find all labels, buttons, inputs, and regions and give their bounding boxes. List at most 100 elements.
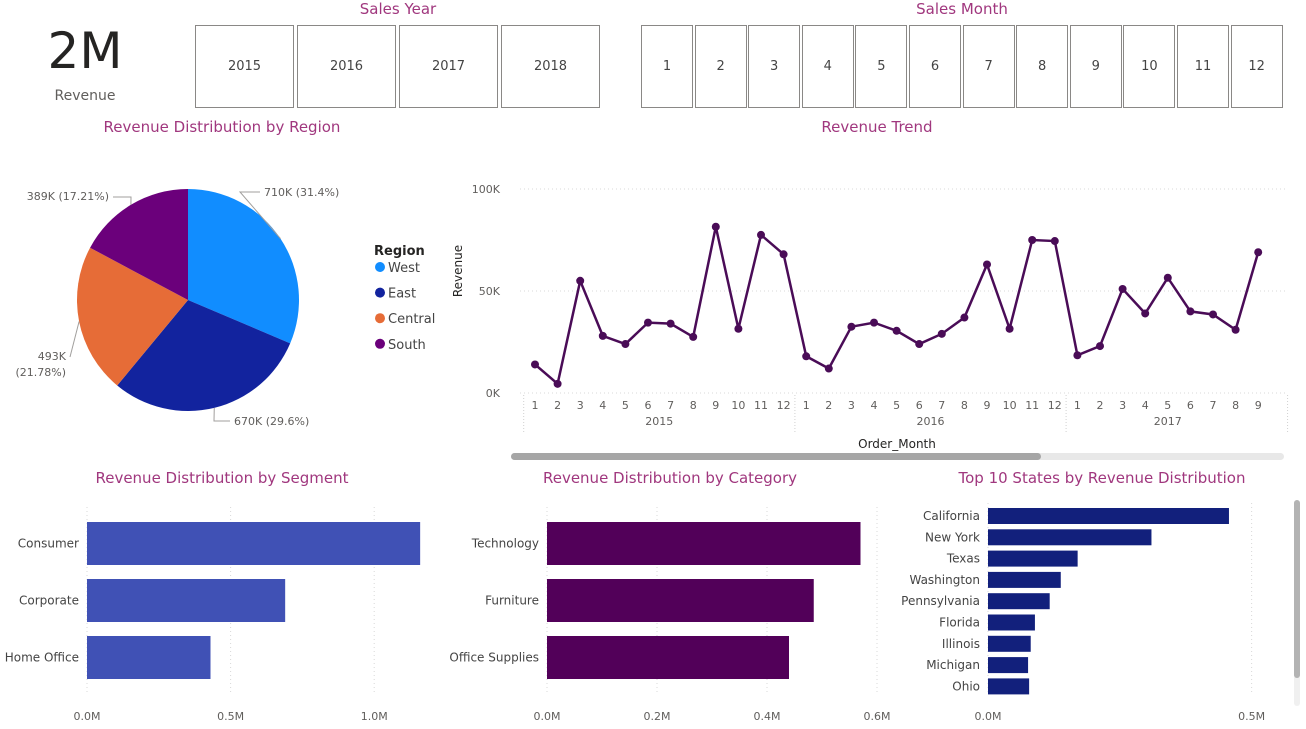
state-bar[interactable]: [988, 508, 1229, 524]
sales-month-option-4[interactable]: 4: [801, 25, 854, 108]
trend-data-point[interactable]: [666, 319, 675, 328]
category-bar[interactable]: [547, 522, 861, 565]
sales-month-option-10[interactable]: 10: [1123, 25, 1176, 108]
state-bar[interactable]: [988, 635, 1031, 652]
trend-data-point[interactable]: [553, 379, 562, 388]
trend-data-point[interactable]: [1118, 284, 1127, 293]
state-bar[interactable]: [988, 678, 1030, 695]
trend-data-point[interactable]: [1254, 248, 1263, 257]
trend-x-tick: 6: [1187, 399, 1194, 412]
sales-month-option-7[interactable]: 7: [962, 25, 1015, 108]
trend-year-label: 2016: [917, 415, 945, 428]
trend-x-tick: 3: [577, 399, 584, 412]
segment-bar[interactable]: [87, 636, 211, 679]
states-chart-title: Top 10 States by Revenue Distribution: [958, 469, 1246, 487]
category-bar[interactable]: [547, 636, 789, 679]
state-category-label: Washington: [909, 573, 980, 587]
states-scrollbar-thumb[interactable]: [1294, 500, 1300, 678]
trend-data-point[interactable]: [1005, 324, 1014, 333]
trend-data-point[interactable]: [1073, 351, 1082, 360]
pie-leader-line: [213, 407, 230, 422]
category-bar[interactable]: [547, 579, 814, 622]
trend-data-point[interactable]: [1209, 310, 1217, 319]
state-bar[interactable]: [988, 614, 1035, 631]
trend-data-point[interactable]: [779, 250, 788, 259]
state-x-tick: 0.5M: [1238, 710, 1265, 723]
legend-item-west[interactable]: West: [388, 261, 420, 276]
trend-data-point[interactable]: [1050, 237, 1059, 246]
state-category-label: Florida: [939, 616, 980, 630]
segment-bar[interactable]: [87, 522, 421, 565]
trend-data-point[interactable]: [802, 352, 811, 361]
state-bar[interactable]: [988, 550, 1078, 567]
sales-year-option-2017[interactable]: 2017: [399, 25, 498, 108]
trend-x-tick: 9: [712, 399, 719, 412]
trend-data-point[interactable]: [1163, 273, 1172, 282]
trend-data-point[interactable]: [937, 329, 946, 338]
segment-bar-chart: 0.0M 0.5M 1.0M Consumer Corporate Home Office: [5, 507, 421, 723]
legend-item-east[interactable]: East: [388, 287, 416, 302]
trend-data-point[interactable]: [621, 340, 630, 349]
pie-data-label: 710K (31.4%): [264, 186, 339, 199]
state-bar[interactable]: [988, 529, 1152, 546]
trend-data-point[interactable]: [983, 260, 991, 269]
segment-bar[interactable]: [87, 579, 286, 622]
sales-month-option-2[interactable]: 2: [694, 25, 747, 108]
segment-category-label: Home Office: [5, 651, 79, 665]
pie-leader-line: [69, 321, 80, 358]
trend-data-point[interactable]: [1186, 307, 1195, 316]
trend-series-line: [534, 226, 1260, 387]
trend-data-point[interactable]: [1231, 325, 1240, 334]
state-bar[interactable]: [988, 593, 1050, 610]
trend-data-point[interactable]: [1141, 309, 1150, 318]
segment-x-tick: 0.5M: [217, 710, 244, 723]
sales-month-title: Sales Month: [916, 0, 1008, 18]
trend-data-point[interactable]: [870, 318, 878, 327]
sales-month-option-8[interactable]: 8: [1016, 25, 1069, 108]
sales-year-option-2016[interactable]: 2016: [297, 25, 396, 108]
legend-item-central[interactable]: Central: [388, 312, 435, 327]
trend-data-point[interactable]: [892, 326, 901, 335]
state-bar[interactable]: [988, 657, 1029, 674]
sales-month-option-1[interactable]: 1: [641, 25, 693, 108]
sales-year-option-2018[interactable]: 2018: [501, 25, 600, 108]
state-bar[interactable]: [988, 571, 1061, 588]
trend-x-tick: 2: [554, 399, 561, 412]
trend-data-point[interactable]: [960, 313, 969, 322]
trend-data-point[interactable]: [847, 322, 856, 331]
trend-data-point[interactable]: [689, 332, 698, 341]
sales-month-option-6[interactable]: 6: [909, 25, 961, 108]
pie-slice-east[interactable]: [117, 300, 291, 411]
trend-x-tick: 11: [1025, 399, 1039, 412]
trend-data-point[interactable]: [1028, 236, 1037, 244]
category-category-label: Office Supplies: [449, 651, 539, 665]
trend-x-tick: 10: [731, 399, 745, 412]
trend-data-point[interactable]: [576, 276, 585, 285]
trend-y-axis-label: Revenue: [451, 245, 465, 297]
state-category-label: Ohio: [952, 679, 980, 693]
sales-month-option-5[interactable]: 5: [855, 25, 908, 108]
sales-year-option-2015[interactable]: 2015: [195, 25, 294, 108]
trend-data-point[interactable]: [711, 222, 720, 231]
pie-slice-south[interactable]: [90, 189, 188, 300]
pie-slice-central[interactable]: [77, 247, 188, 386]
trend-data-point[interactable]: [644, 318, 652, 327]
sales-month-option-3[interactable]: 3: [748, 25, 801, 108]
sales-month-option-9[interactable]: 9: [1069, 25, 1122, 108]
trend-data-point[interactable]: [915, 340, 924, 349]
category-x-tick: 0.6M: [864, 710, 891, 723]
trend-data-point[interactable]: [1096, 342, 1104, 351]
legend-item-south[interactable]: South: [388, 338, 426, 353]
trend-data-point[interactable]: [824, 364, 833, 373]
sales-month-option-12[interactable]: 12: [1230, 25, 1283, 108]
trend-x-tick: 5: [622, 399, 629, 412]
state-category-label: New York: [925, 530, 980, 544]
trend-x-tick: 3: [1119, 399, 1126, 412]
trend-scrollbar-thumb[interactable]: [511, 453, 1041, 460]
trend-x-tick: 9: [1255, 399, 1262, 412]
trend-data-point[interactable]: [531, 360, 539, 369]
trend-data-point[interactable]: [598, 331, 607, 340]
trend-data-point[interactable]: [734, 324, 743, 333]
sales-month-option-11[interactable]: 11: [1177, 25, 1229, 108]
trend-data-point[interactable]: [757, 230, 765, 239]
